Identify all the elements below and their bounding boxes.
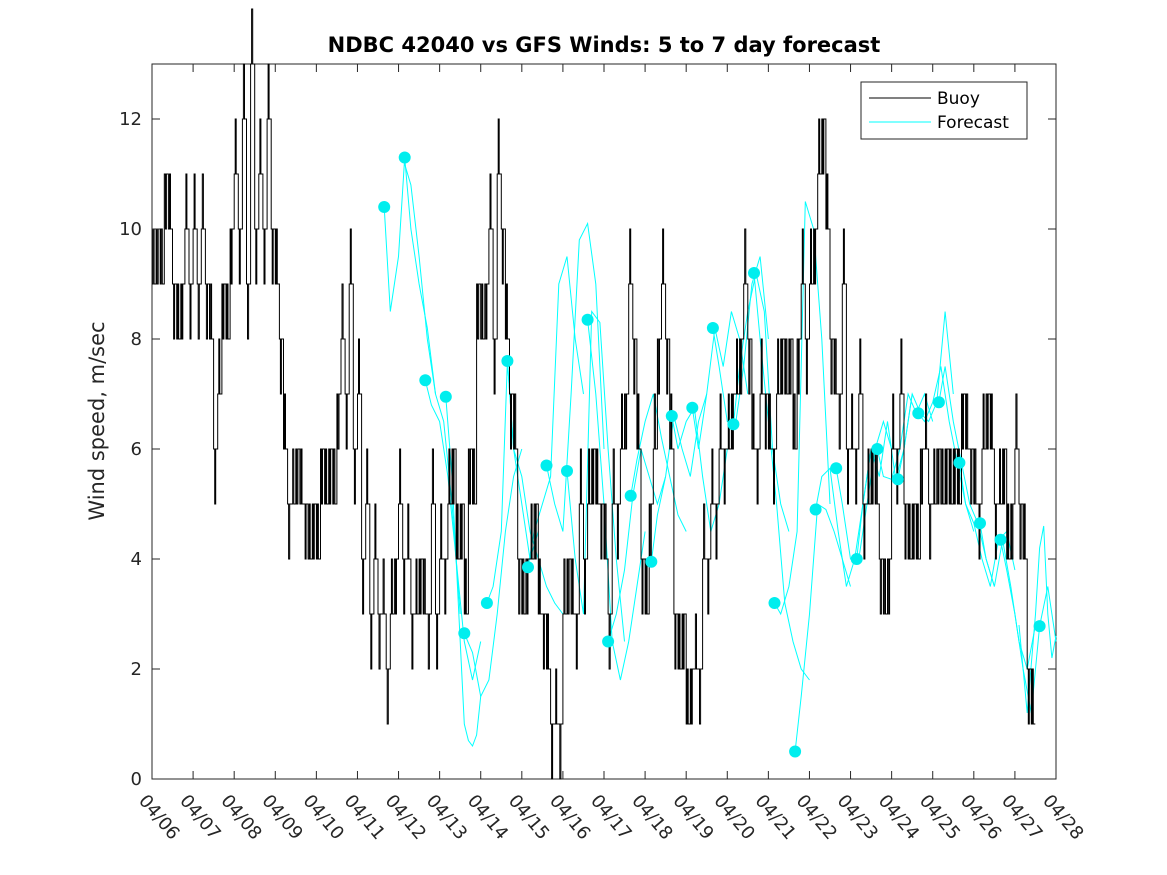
forecast-marker xyxy=(789,745,802,758)
plot-area xyxy=(151,63,1057,780)
forecast-marker xyxy=(378,201,391,213)
x-tick-label: 04/18 xyxy=(627,791,676,844)
forecast-run-line xyxy=(671,406,728,532)
y-tick-label: 0 xyxy=(131,769,142,790)
legend-label-buoy: Buoy xyxy=(937,89,980,109)
legend-box xyxy=(860,81,1028,140)
x-tick-label: 04/28 xyxy=(1038,791,1087,844)
x-tick-label: 04/20 xyxy=(709,791,758,844)
forecast-marker xyxy=(850,553,863,565)
forecast-marker xyxy=(501,355,514,367)
forecast-run-line xyxy=(979,523,1036,670)
forecast-marker xyxy=(522,561,534,574)
forecast-run-line xyxy=(566,310,625,642)
x-tick-label: 04/11 xyxy=(340,791,389,844)
y-tick-label: 4 xyxy=(131,549,142,570)
buoy-series xyxy=(152,8,1036,780)
chart-title: NDBC 42040 vs GFS Winds: 5 to 7 day fore… xyxy=(328,33,881,57)
forecast-marker xyxy=(830,462,843,475)
forecast-run-line xyxy=(712,256,769,425)
forecast-marker xyxy=(602,635,615,648)
forecast-markers xyxy=(378,151,1046,758)
forecast-marker xyxy=(706,322,719,334)
forecast-run-line xyxy=(774,201,831,616)
forecast-marker xyxy=(665,410,678,422)
forecast-marker xyxy=(561,465,573,477)
x-tick-label: 04/26 xyxy=(956,791,1005,844)
forecast-run-line xyxy=(897,311,954,480)
forecast-marker xyxy=(540,459,553,472)
forecast-marker xyxy=(768,597,781,609)
y-tick-label: 12 xyxy=(119,109,142,130)
forecast-marker xyxy=(398,151,411,164)
x-tick-label: 04/16 xyxy=(545,791,594,844)
x-tick-label: 04/09 xyxy=(257,791,306,844)
y-axis-label: Wind speed, m/sec xyxy=(85,321,109,520)
x-tick-label: 04/15 xyxy=(504,791,553,844)
forecast-marker xyxy=(1033,620,1046,633)
x-tick-label: 04/08 xyxy=(216,791,265,844)
x-tick-label: 04/25 xyxy=(915,791,964,844)
forecast-run-line xyxy=(546,221,605,532)
forecast-run-line xyxy=(794,503,851,752)
x-tick-label: 04/10 xyxy=(299,791,348,844)
forecast-marker xyxy=(458,627,471,640)
forecast-marker xyxy=(480,597,493,609)
y-tick-label: 10 xyxy=(119,219,142,240)
x-tick-label: 04/22 xyxy=(792,791,841,844)
forecast-marker xyxy=(974,517,986,530)
forecast-marker xyxy=(994,533,1007,546)
forecast-marker xyxy=(727,418,740,431)
forecast-marker xyxy=(932,396,945,409)
y-tick-label: 2 xyxy=(131,659,142,680)
forecast-marker xyxy=(686,401,699,414)
forecast-run-line xyxy=(691,311,749,450)
forecast-run-line xyxy=(463,448,523,699)
x-tick-label: 04/13 xyxy=(422,791,471,844)
forecast-marker xyxy=(439,390,452,403)
x-tick-label: 04/21 xyxy=(751,791,800,844)
forecast-marker xyxy=(912,407,925,420)
forecast-run-line xyxy=(402,157,461,615)
x-tick-label: 04/17 xyxy=(586,791,635,844)
x-tick-label: 04/19 xyxy=(668,791,717,844)
forecast-marker xyxy=(581,313,594,326)
x-tick-label: 04/27 xyxy=(997,791,1046,844)
forecast-marker xyxy=(624,489,637,502)
forecast-marker xyxy=(953,456,966,469)
forecast-run-line xyxy=(424,380,482,681)
x-tick-label: 04/07 xyxy=(175,791,224,844)
forecast-marker xyxy=(891,473,904,486)
forecast-marker xyxy=(871,443,884,455)
y-tick-label: 6 xyxy=(131,439,142,460)
forecast-marker xyxy=(645,555,658,568)
forecast-run-line xyxy=(607,448,667,642)
forecast-marker xyxy=(748,267,760,279)
x-tick-label: 04/23 xyxy=(833,791,882,844)
x-tick-label: 04/06 xyxy=(134,791,183,844)
forecast-run-line xyxy=(958,462,1016,587)
forecast-run-line xyxy=(587,319,646,681)
buoy-line xyxy=(152,8,1036,780)
legend-label-forecast: Forecast xyxy=(937,113,1009,133)
y-tick-label: 8 xyxy=(131,329,142,350)
x-tick-label: 04/24 xyxy=(874,791,923,844)
legend: Buoy Forecast xyxy=(860,81,1028,140)
x-tick-label: 04/12 xyxy=(381,791,430,844)
x-tick-label: 04/14 xyxy=(463,791,512,844)
forecast-marker xyxy=(419,374,432,387)
forecast-run-line xyxy=(835,419,893,560)
forecast-marker xyxy=(809,503,822,516)
